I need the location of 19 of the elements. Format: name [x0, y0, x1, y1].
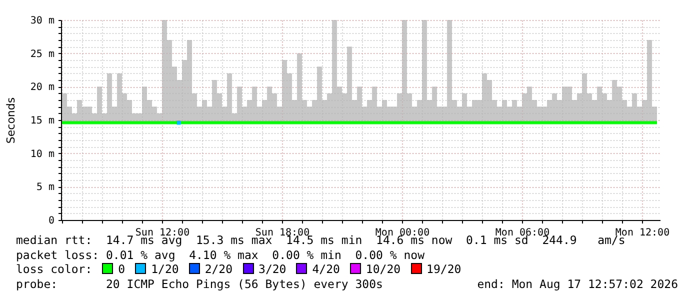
legend-label: 10/20: [366, 262, 401, 276]
text: packet loss: 0.01 % avg 4.10 % max 0.00 % min 0.00 % now: [16, 248, 426, 262]
legend-label: 19/20: [426, 262, 462, 276]
text: end: Mon Aug 17 12:57:02 2026: [477, 276, 678, 291]
legend-label: 1/20: [151, 262, 179, 276]
y-tick-label: 30 m: [30, 16, 54, 26]
y-axis-title: Seconds: [4, 97, 18, 144]
y-tick-label: 20 m: [30, 82, 54, 94]
y-tick-label: 25 m: [30, 48, 54, 60]
legend-label: 4/20: [312, 262, 340, 276]
y-tick-label: 5 m: [36, 182, 54, 194]
y-tick-label: 15 m: [30, 116, 54, 126]
legend-label: 3/20: [258, 262, 286, 276]
legend-label: 0: [118, 262, 126, 276]
legend-title: loss color:: [16, 262, 92, 276]
text: probe: 20 ICMP Echo Pings (56 Bytes) every 300s: [16, 276, 383, 290]
legend-label: 2/20: [204, 262, 233, 276]
y-tick-label: 0: [48, 216, 54, 226]
y-tick-label: 10 m: [30, 148, 54, 160]
